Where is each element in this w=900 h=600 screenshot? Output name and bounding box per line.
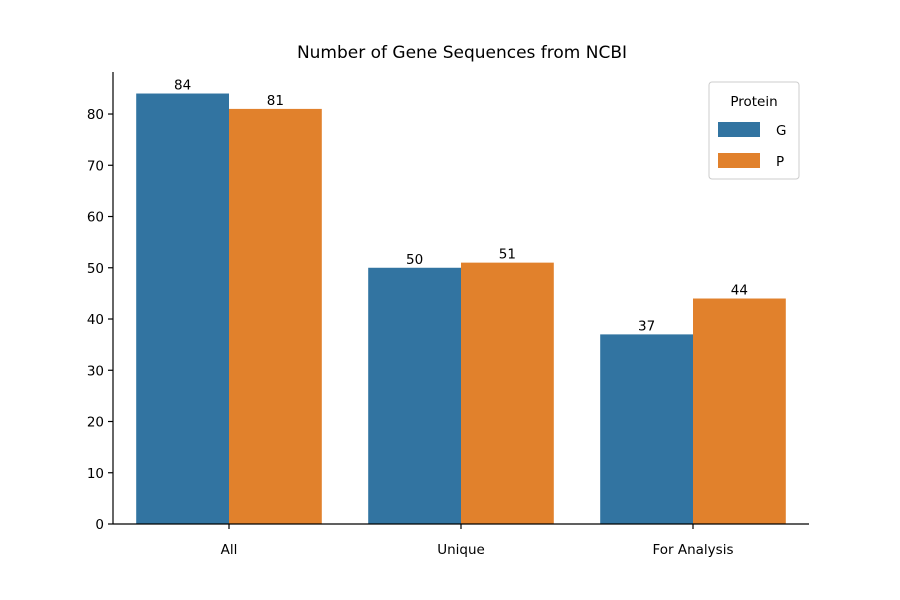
y-tick-label: 20 [87, 415, 104, 431]
legend: Protein GP [708, 81, 800, 180]
y-tick-label: 70 [87, 158, 104, 174]
x-tick-label: All [221, 542, 238, 558]
bar-g-for-analysis [600, 334, 693, 524]
x-tick-label: Unique [437, 542, 485, 558]
y-tick-label: 10 [87, 466, 104, 482]
bar-p-all [229, 108, 322, 525]
y-tick-label: 30 [87, 363, 104, 379]
y-tick-label: 60 [87, 210, 104, 226]
data-labels-group: 84 81 50 51 37 44 [174, 78, 748, 335]
data-label: 50 [406, 252, 423, 268]
y-tick-label: 80 [87, 107, 104, 123]
legend-title: Protein [730, 94, 777, 110]
bar-p-for-analysis [693, 298, 786, 524]
legend-label-g: G [776, 123, 786, 139]
bar-p-unique [461, 262, 554, 524]
data-label: 84 [174, 78, 191, 94]
data-label: 37 [638, 318, 655, 334]
y-tick-label: 0 [95, 517, 104, 533]
legend-label-p: P [776, 154, 784, 170]
data-label: 51 [499, 247, 516, 263]
bar-g-all [136, 93, 229, 525]
y-tick-label: 50 [87, 261, 104, 277]
legend-swatch-g [718, 122, 760, 137]
data-label: 44 [731, 283, 748, 299]
y-tick-label: 40 [87, 312, 104, 328]
bars-group [136, 93, 786, 525]
data-label: 81 [267, 93, 284, 109]
legend-swatch-p [718, 153, 760, 168]
x-tick-label: For Analysis [652, 542, 733, 558]
x-axis: All Unique For Analysis [113, 523, 809, 558]
bar-g-unique [368, 267, 461, 524]
y-axis: 0 10 20 30 40 50 60 70 80 [87, 72, 114, 533]
chart-title: Number of Gene Sequences from NCBI [297, 43, 627, 63]
